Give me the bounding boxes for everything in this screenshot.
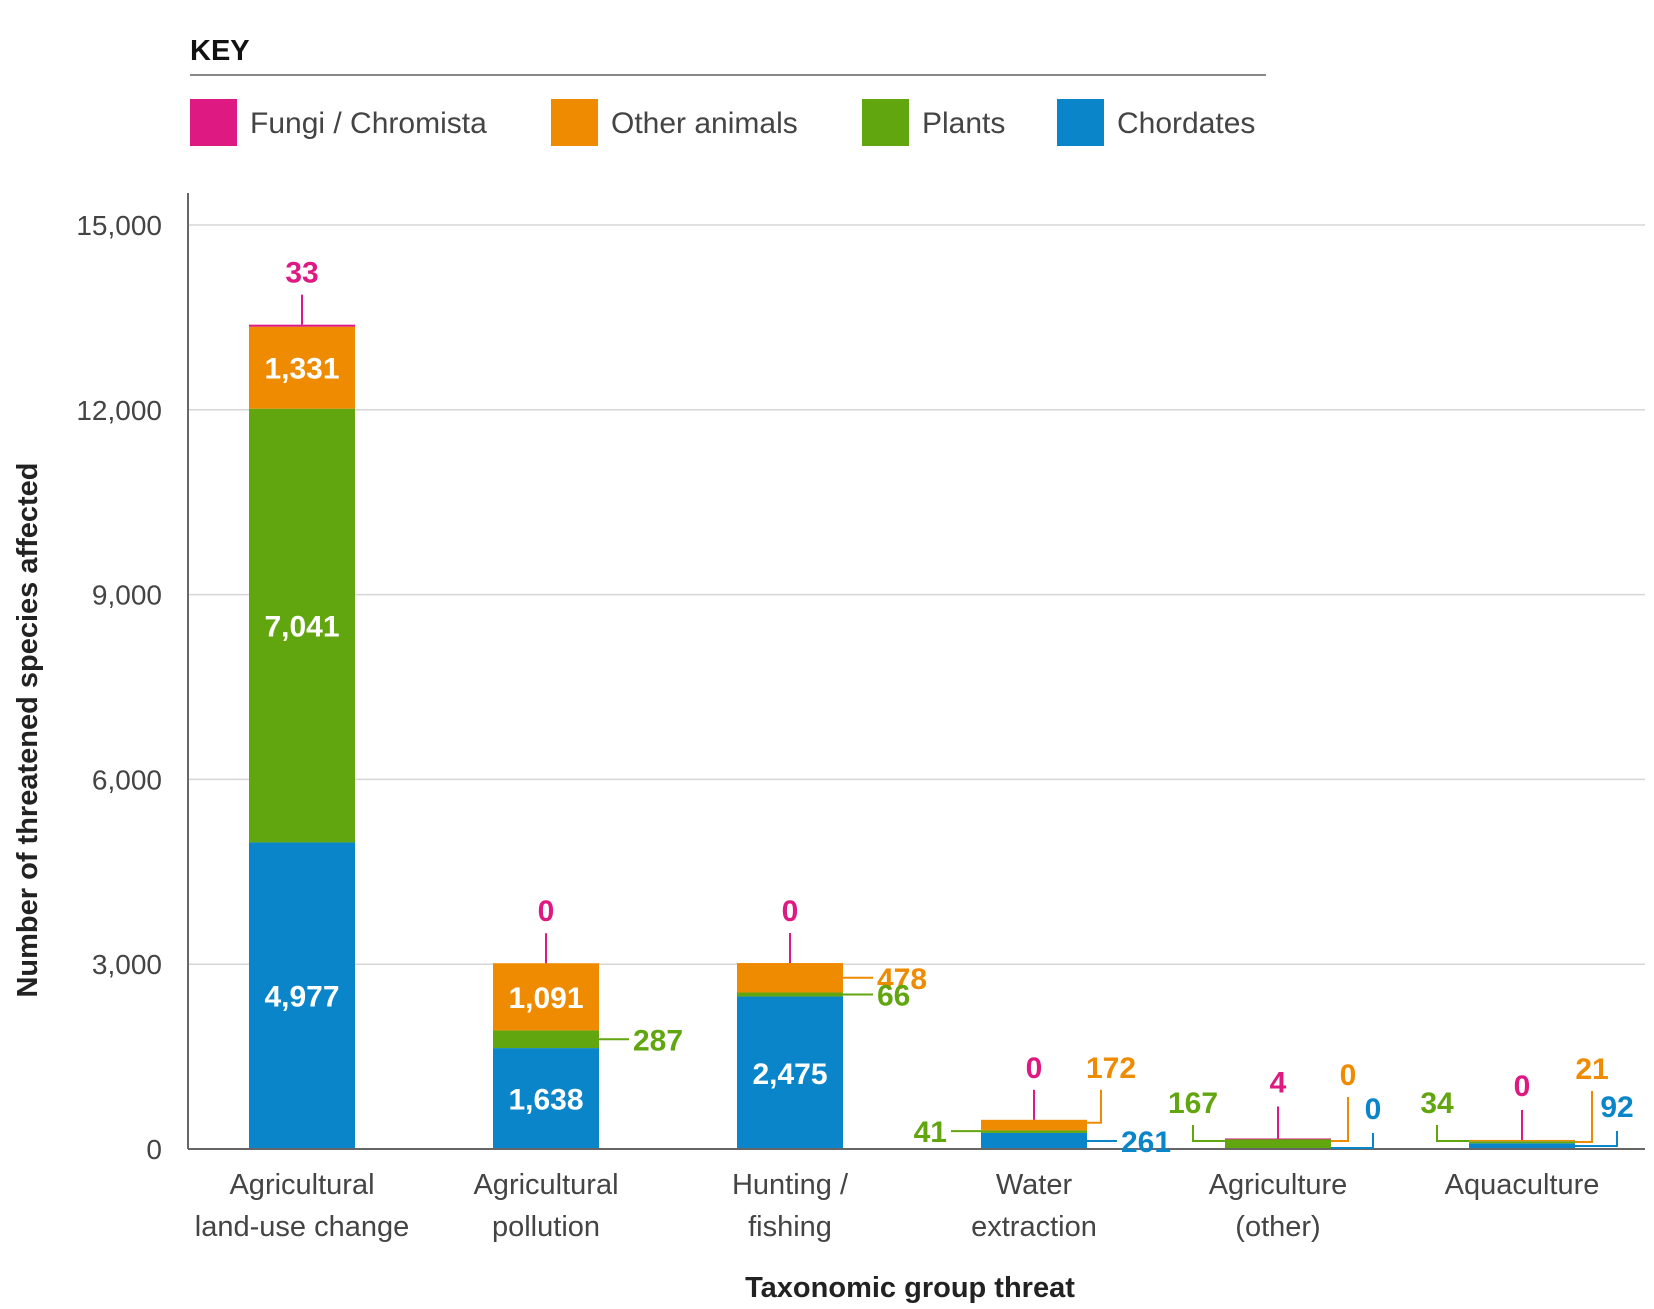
bar-plants-0 (249, 408, 355, 843)
bar-plants-1 (493, 1030, 599, 1049)
legend-title: KEY (190, 35, 250, 67)
data-label-chordates-3: 261 (1121, 1126, 1171, 1159)
data-label-chordates-0: 4,977 (264, 981, 339, 1014)
legend-swatch-other-animals (551, 99, 598, 146)
y-tick-label: 15,000 (76, 210, 162, 241)
x-tick-label: Agricultural (229, 1169, 374, 1201)
legend: KEY Fungi / Chromista Other animals Plants… (190, 35, 1266, 146)
bar-fungi-chromista-0 (249, 324, 355, 327)
data-label-other-animals-4: 0 (1340, 1059, 1357, 1092)
data-label-plants-5: 34 (1420, 1087, 1454, 1120)
data-label-fungi-chromista-3: 0 (1026, 1052, 1043, 1085)
bar-other-animals-5 (1469, 1139, 1575, 1142)
bar-chordates-0 (249, 842, 355, 1149)
data-label-fungi-chromista-2: 0 (782, 895, 799, 928)
bar-chordates-2 (737, 996, 843, 1149)
data-label-fungi-chromista-5: 0 (1514, 1070, 1531, 1103)
label-leader (1575, 1091, 1593, 1143)
data-label-plants-2: 66 (877, 980, 910, 1013)
data-label-fungi-chromista-1: 0 (538, 895, 555, 928)
data-label-plants-4: 167 (1168, 1087, 1218, 1120)
bar-other-animals-1 (493, 963, 599, 1031)
legend-swatch-chordates (1057, 99, 1104, 146)
data-label-other-animals-0: 1,331 (264, 353, 339, 386)
legend-swatch-plants (862, 99, 909, 146)
bars (249, 324, 1575, 1149)
bar-plants-4 (1225, 1138, 1331, 1149)
data-label-chordates-2: 2,475 (752, 1058, 827, 1091)
y-tick-label: 9,000 (92, 580, 162, 611)
data-label-chordates-4: 0 (1365, 1093, 1382, 1126)
y-tick-label: 12,000 (76, 395, 162, 426)
legend-label-fungi-chromista: Fungi / Chromista (250, 107, 487, 140)
data-label-other-animals-2: 478 (877, 963, 927, 996)
x-axis-title: Taxonomic group threat (745, 1272, 1075, 1304)
data-label-other-animals-1: 1,091 (508, 982, 583, 1015)
bar-plants-5 (1469, 1141, 1575, 1144)
label-leader (1331, 1097, 1349, 1142)
data-label-plants-1: 287 (633, 1024, 683, 1057)
data-labels: 4,977 7,041 1,331 33 1,638 1,091 287 0 2,475 4786… (264, 257, 1633, 1159)
label-leader (1436, 1125, 1469, 1142)
bar-plants-3 (981, 1130, 1087, 1133)
axes: Agricultural land-use change Agricultural p… (187, 193, 1645, 1243)
x-tick-label: Agricultural (473, 1169, 618, 1201)
x-tick-label: Water (996, 1169, 1073, 1201)
x-tick-label: fishing (748, 1211, 832, 1243)
bar-other-animals-0 (249, 326, 355, 409)
x-tick-label: Aquaculture (1445, 1169, 1600, 1201)
label-leader (1192, 1125, 1225, 1142)
bar-fungi-chromista-4 (1225, 1138, 1331, 1140)
y-tick-label: 6,000 (92, 764, 162, 795)
bar-chordates-3 (981, 1132, 1087, 1149)
legend-swatch-fungi-chromista (190, 99, 237, 146)
x-tick-label: pollution (492, 1211, 600, 1243)
x-tick-label: Agriculture (1209, 1169, 1348, 1201)
legend-label-plants: Plants (922, 107, 1005, 140)
legend-label-other-animals: Other animals (611, 107, 798, 140)
bar-plants-2 (737, 992, 843, 997)
bar-chordates-1 (493, 1048, 599, 1149)
y-tick-label: 3,000 (92, 949, 162, 980)
bar-other-animals-2 (737, 963, 843, 993)
label-leader (1087, 1089, 1102, 1124)
label-leader (1575, 1131, 1618, 1147)
label-leader (1331, 1133, 1374, 1149)
data-label-chordates-1: 1,638 (508, 1084, 583, 1117)
data-label-chordates-5: 92 (1600, 1091, 1633, 1124)
data-label-plants-3: 41 (914, 1116, 947, 1149)
x-tick-label: (other) (1235, 1211, 1320, 1243)
data-label-fungi-chromista-4: 4 (1270, 1066, 1287, 1099)
bar-other-animals-3 (981, 1119, 1087, 1131)
x-tick-label: Hunting / (732, 1169, 849, 1201)
y-tick-label: 0 (146, 1134, 162, 1165)
bar-chordates-5 (1469, 1143, 1575, 1149)
data-label-fungi-chromista-0: 33 (285, 257, 318, 290)
legend-label-chordates: Chordates (1117, 107, 1255, 140)
data-label-other-animals-5: 21 (1575, 1053, 1608, 1086)
x-tick-label: extraction (971, 1211, 1097, 1243)
x-tick-label: land-use change (195, 1211, 409, 1243)
y-axis-title: Number of threatened species affected (12, 462, 44, 997)
data-label-plants-0: 7,041 (264, 611, 339, 644)
gridlines: 0 3,000 6,000 9,000 12,000 15,000 (76, 210, 1645, 1165)
data-label-other-animals-3: 172 (1086, 1052, 1136, 1085)
